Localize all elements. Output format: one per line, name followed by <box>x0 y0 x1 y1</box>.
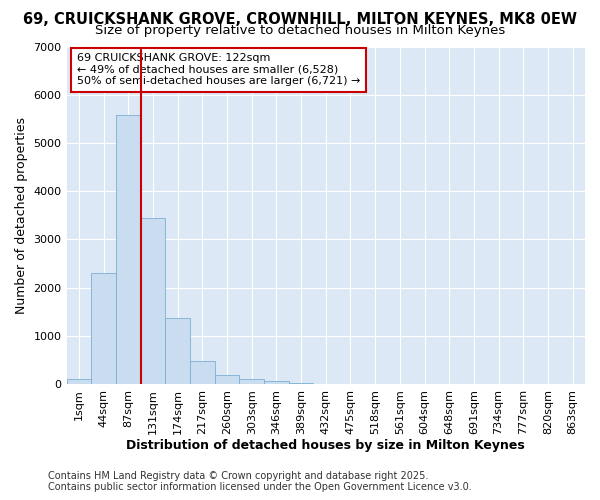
Text: Contains HM Land Registry data © Crown copyright and database right 2025.
Contai: Contains HM Land Registry data © Crown c… <box>48 471 472 492</box>
Bar <box>215 375 239 384</box>
Text: 69 CRUICKSHANK GROVE: 122sqm
← 49% of detached houses are smaller (6,528)
50% of: 69 CRUICKSHANK GROVE: 122sqm ← 49% of de… <box>77 53 360 86</box>
Bar <box>190 362 215 384</box>
Bar <box>116 115 140 384</box>
Text: 69, CRUICKSHANK GROVE, CROWNHILL, MILTON KEYNES, MK8 0EW: 69, CRUICKSHANK GROVE, CROWNHILL, MILTON… <box>23 12 577 28</box>
Text: Size of property relative to detached houses in Milton Keynes: Size of property relative to detached ho… <box>95 24 505 37</box>
Bar <box>264 381 289 384</box>
Bar <box>165 318 190 384</box>
Bar <box>239 379 264 384</box>
Bar <box>91 273 116 384</box>
Y-axis label: Number of detached properties: Number of detached properties <box>15 116 28 314</box>
Bar <box>140 218 165 384</box>
Bar <box>67 379 91 384</box>
X-axis label: Distribution of detached houses by size in Milton Keynes: Distribution of detached houses by size … <box>127 440 525 452</box>
